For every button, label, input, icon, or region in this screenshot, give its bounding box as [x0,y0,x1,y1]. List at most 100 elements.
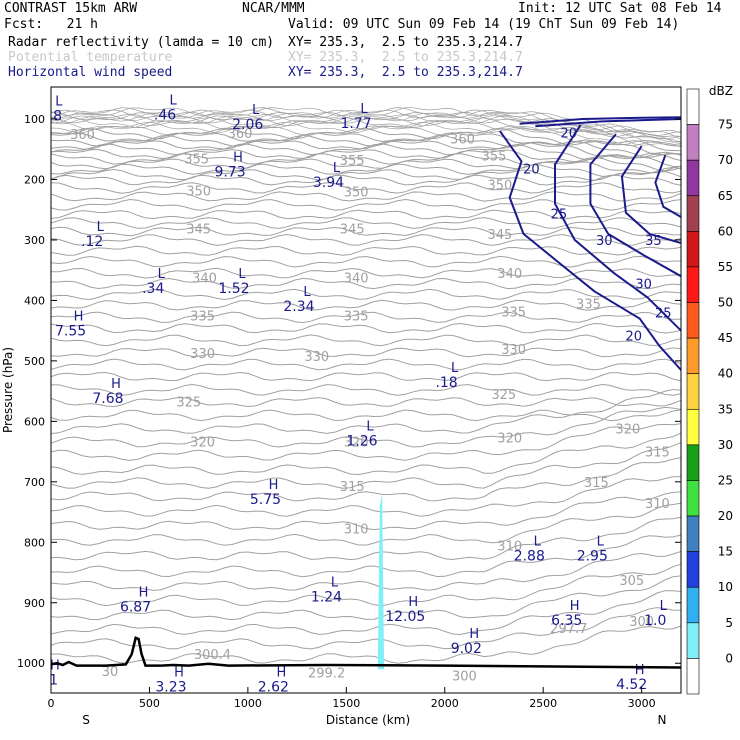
theta-contour-line [51,476,681,517]
wind-contour-line [519,116,681,125]
theta-contour-line [51,409,681,422]
theta-contour-line [51,182,681,194]
theta-label: 320 [344,435,369,450]
wind-contour-line [554,124,681,332]
south-label: S [82,713,90,727]
theta-label: 300 [452,669,477,684]
theta-label: 315 [645,446,670,461]
theta-label: 320 [497,432,522,447]
extremum-value: 2.88 [514,548,545,564]
x-tick-label: 2000 [431,697,459,710]
wind-contours [499,116,681,371]
extremum-type: H [635,663,645,678]
theta-contour-line [51,217,681,229]
wind-extremum: L2.95 [577,534,608,564]
colorbar-level: 55 [718,260,733,274]
theta-label: 330 [501,343,526,358]
wind-contour-label: 30 [596,234,613,249]
wind-extremum: L.28 [51,95,63,125]
extremum-type: L [55,95,63,110]
y-tick-label: 1000 [17,657,45,670]
colorbar-level: 75 [718,118,733,132]
theta-label: 315 [584,476,609,491]
wind-extremum: L1.0 [644,599,668,629]
y-tick-label: 300 [24,234,45,247]
wind-extremum: H9.02 [451,627,482,657]
wind-contour-label: 35 [645,234,662,249]
theta-label: 355 [340,154,365,169]
x-tick-label: 500 [139,697,160,710]
extremum-value: 1.0 [644,613,666,629]
wind-contour-label: 20 [523,163,540,178]
extremum-type: H [50,658,60,673]
colorbar-level: 40 [718,367,733,381]
theta-label: 297.7 [550,622,587,637]
theta-contour-line [51,168,681,181]
theta-contour-line [51,226,681,237]
theta-label: 345 [340,222,365,237]
north-label: N [658,713,667,727]
extremum-type: H [469,627,479,642]
extremum-value: 6.35 [551,613,582,629]
extremum-value: 6.87 [120,600,151,616]
field-reflectivity-xy: XY= 235.3, 2.5 to 235.3,214.7 [288,35,523,50]
x-tick-label: 1000 [234,697,262,710]
theta-label: 350 [344,186,369,201]
theta-contour-line [51,406,681,448]
theta-contour-line [51,551,681,591]
field-reflectivity-name: Radar reflectivity (lamda = 10 cm) [8,35,275,50]
y-tick-label: 800 [24,536,45,549]
theta-contour-line [51,432,681,476]
theta-contour-line [51,322,681,334]
theta-contour-line [51,625,681,664]
extremum-value: 2.34 [283,299,314,315]
extremum-value: .34 [142,281,164,297]
theta-label: 360 [228,127,253,142]
theta-contour-line [51,334,681,347]
theta-contour-line [51,311,681,324]
wind-extremum: H.01 [50,658,60,688]
theta-label: 335 [501,305,526,320]
wind-extremum: L2.88 [514,534,545,564]
colorbar-swatch [686,408,700,446]
extremum-type: L [303,285,311,300]
y-tick-label: 100 [24,113,45,126]
valid-time: Valid: 09 UTC Sun 09 Feb 14 (19 ChT Sun … [288,17,680,32]
extremum-value: 7.55 [55,323,86,339]
extremum-type: L [331,575,339,590]
extremum-value: .18 [435,375,457,391]
theta-contour-line [51,163,681,177]
extremum-value: 9.73 [214,164,245,180]
wind-extremum: L.18 [435,361,459,391]
extremum-type: L [252,103,260,118]
extremum-value: 2.06 [232,117,263,133]
theta-label: 335 [190,310,215,325]
wind-contour-line [499,130,681,371]
field-theta-xy: XY= 235.3, 2.5 to 235.3,214.7 [288,50,523,65]
extremum-value: 9.02 [451,641,482,657]
theta-contours [51,107,681,664]
colorbar-level: 30 [718,438,733,452]
title-center: NCAR/MMM [242,1,305,16]
theta-contour-line [51,245,681,256]
theta-label: 340 [497,267,522,282]
theta-label: 325 [491,388,516,403]
theta-contour-line [51,127,681,152]
extremum-type: L [360,102,368,117]
colorbar-unit: dBZ [709,84,733,98]
extremum-type: L [366,419,374,434]
theta-label: 310 [497,539,522,554]
x-tick-label: 1500 [332,697,360,710]
extremum-value: 1.26 [346,433,377,449]
extremum-value: 3.23 [155,680,186,696]
theta-contour-line [51,607,681,650]
colorbar-swatch [686,302,700,339]
terrain [51,636,681,669]
extremum-type: L [97,220,105,235]
theta-label: 325 [176,395,201,410]
wind-extremum: H4.52 [616,663,647,693]
theta-contour-line [51,191,681,202]
wind-contour-label: 25 [551,207,568,222]
theta-label: 299.2 [308,666,345,681]
